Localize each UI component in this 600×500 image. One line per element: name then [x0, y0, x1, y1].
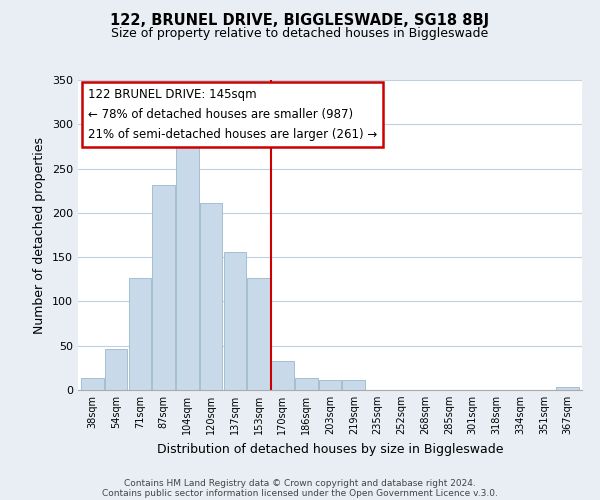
X-axis label: Distribution of detached houses by size in Biggleswade: Distribution of detached houses by size … — [157, 442, 503, 456]
Text: 122, BRUNEL DRIVE, BIGGLESWADE, SG18 8BJ: 122, BRUNEL DRIVE, BIGGLESWADE, SG18 8BJ — [110, 12, 490, 28]
Bar — [128, 278, 151, 390]
Bar — [105, 350, 127, 390]
Bar — [295, 378, 317, 390]
Bar — [224, 252, 246, 390]
Bar — [271, 361, 294, 390]
Bar — [152, 186, 175, 390]
Bar — [319, 380, 341, 390]
Bar — [556, 388, 579, 390]
Text: Contains HM Land Registry data © Crown copyright and database right 2024.: Contains HM Land Registry data © Crown c… — [124, 478, 476, 488]
Text: Size of property relative to detached houses in Biggleswade: Size of property relative to detached ho… — [112, 28, 488, 40]
Text: Contains public sector information licensed under the Open Government Licence v.: Contains public sector information licen… — [102, 488, 498, 498]
Bar — [247, 278, 270, 390]
Y-axis label: Number of detached properties: Number of detached properties — [34, 136, 46, 334]
Bar — [343, 380, 365, 390]
Bar — [176, 140, 199, 390]
Bar — [81, 378, 104, 390]
Text: 122 BRUNEL DRIVE: 145sqm
← 78% of detached houses are smaller (987)
21% of semi-: 122 BRUNEL DRIVE: 145sqm ← 78% of detach… — [88, 88, 377, 141]
Bar — [200, 203, 223, 390]
